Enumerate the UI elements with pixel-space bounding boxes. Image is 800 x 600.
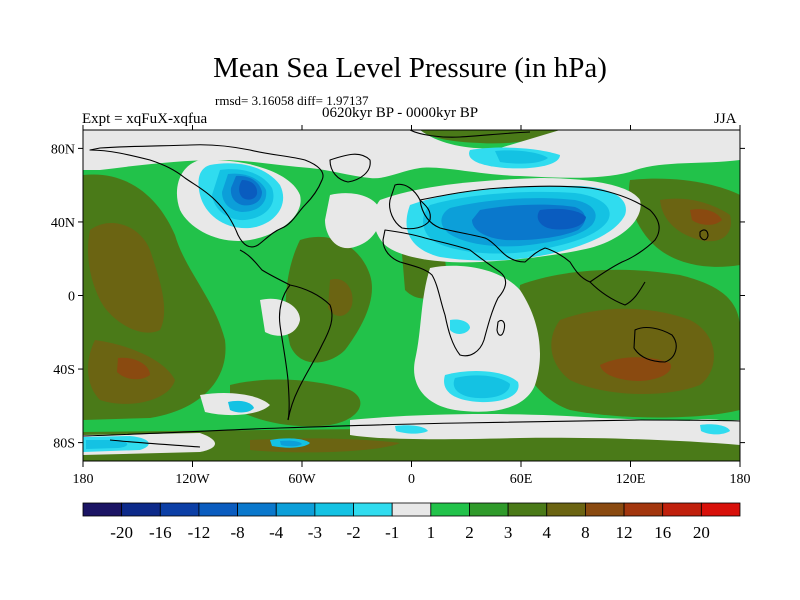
colorbar-swatch	[353, 502, 393, 517]
colorbar-label: 1	[427, 523, 436, 542]
x-tick-label: 120E	[616, 472, 646, 487]
colorbar-label: -12	[188, 523, 211, 542]
x-tick-label: 180	[73, 472, 94, 487]
colorbar-label: -2	[346, 523, 360, 542]
colorbar-label: -1	[385, 523, 399, 542]
y-tick-label: 0	[68, 290, 75, 305]
colorbar-label: 8	[581, 523, 590, 542]
colorbar-label: -16	[149, 523, 172, 542]
rust-regions	[117, 209, 722, 381]
y-tick-label: 40N	[51, 216, 75, 231]
colorbar-swatch	[159, 502, 200, 517]
colorbar-swatch	[623, 502, 664, 517]
colorbar: -20 -16 -12 -8 -4 -3 -2 -1 1 2 3 4 8 12 16 20	[82, 502, 741, 542]
colorbar-label: -4	[269, 523, 284, 542]
x-tick-label: 120W	[175, 472, 210, 487]
colorbar-swatch	[275, 502, 316, 517]
map-axes: 180 120W 60W 0 60E 120E 180 80N 40N 0 40S 80S	[51, 125, 751, 487]
colorbar-swatch	[546, 502, 586, 517]
map-title: Mean Sea Level Pressure (in hPa)	[213, 52, 607, 84]
colorbar-swatch	[82, 502, 123, 517]
colorbar-swatch	[237, 502, 277, 517]
rmsd-diff-stats: rmsd= 3.16058 diff= 1.97137	[215, 93, 369, 108]
colorbar-label: 12	[616, 523, 633, 542]
colorbar-swatch	[662, 502, 702, 517]
x-tick-label: 60E	[510, 472, 533, 487]
coastlines	[83, 130, 740, 448]
colorbar-swatch	[121, 502, 161, 517]
x-tick-label: 0	[408, 472, 415, 487]
colorbar-label: 16	[654, 523, 671, 542]
colorbar-label: 4	[543, 523, 552, 542]
colorbar-swatch	[507, 502, 548, 517]
pressure-field	[83, 130, 740, 461]
colorbar-swatch	[314, 502, 354, 517]
experiment-label: Expt = xqFuX-xqfua	[82, 111, 208, 127]
colorbar-label: 3	[504, 523, 513, 542]
colorbar-swatch	[585, 502, 625, 517]
x-tick-label: 60W	[288, 472, 316, 487]
colorbar-label: 2	[465, 523, 474, 542]
y-tick-label: 80S	[53, 437, 75, 452]
colorbar-label: -20	[110, 523, 133, 542]
period-label: 0620kyr BP - 0000kyr BP	[322, 105, 479, 121]
colorbar-swatch	[700, 502, 741, 517]
colorbar-swatch	[430, 502, 470, 517]
y-tick-label: 40S	[53, 363, 75, 378]
season-label: JJA	[714, 111, 737, 127]
colorbar-label: -3	[308, 523, 322, 542]
colorbar-swatch	[469, 502, 509, 517]
low-pressure-regions	[83, 147, 730, 452]
colorbar-label: 20	[693, 523, 710, 542]
colorbar-label: -8	[231, 523, 245, 542]
colorbar-swatch	[198, 502, 238, 517]
y-tick-label: 80N	[51, 142, 75, 157]
x-tick-label: 180	[730, 472, 751, 487]
colorbar-swatch	[391, 502, 432, 517]
